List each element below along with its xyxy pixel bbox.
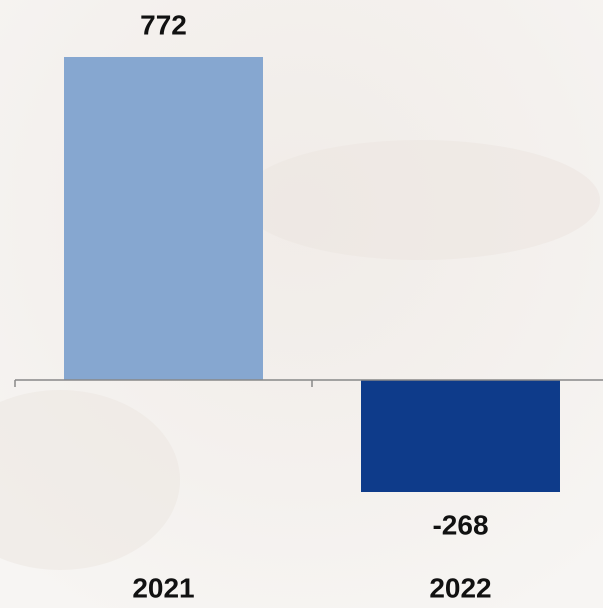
background-shade	[240, 140, 600, 260]
bar	[64, 57, 263, 380]
data-label: 772	[140, 9, 187, 40]
bar	[361, 379, 560, 492]
x-tick-label: 2021	[132, 572, 194, 603]
background-shade	[0, 390, 180, 570]
x-tick-label: 2022	[429, 572, 491, 603]
data-label: -268	[432, 509, 488, 540]
x-axis	[14, 379, 603, 387]
